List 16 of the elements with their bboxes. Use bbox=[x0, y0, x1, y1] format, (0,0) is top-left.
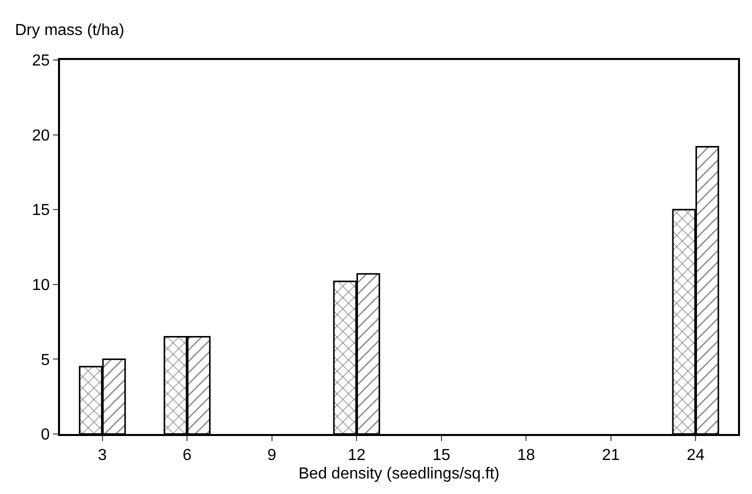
x-tick-label: 24 bbox=[686, 447, 705, 464]
x-tick-label: 3 bbox=[98, 447, 107, 464]
x-tick-label: 15 bbox=[432, 447, 450, 464]
y-tick-label: 5 bbox=[40, 352, 50, 369]
x-tick-label: 21 bbox=[602, 447, 620, 464]
x-tick-label: 12 bbox=[348, 447, 366, 464]
x-tick-label: 6 bbox=[182, 447, 192, 464]
x-tick-label: 18 bbox=[517, 447, 536, 464]
y-axis-title: Dry mass (t/ha) bbox=[15, 22, 124, 39]
y-tick-label: 15 bbox=[32, 202, 50, 220]
x-axis-title: Bed density (seedlings/sq.ft) bbox=[298, 465, 500, 482]
y-tick-label: 25 bbox=[32, 52, 50, 70]
x-tick-label: 9 bbox=[267, 447, 276, 464]
y-tick-label: 20 bbox=[32, 127, 50, 144]
y-tick-label: 10 bbox=[32, 277, 50, 294]
y-tick-label: 0 bbox=[40, 426, 50, 444]
